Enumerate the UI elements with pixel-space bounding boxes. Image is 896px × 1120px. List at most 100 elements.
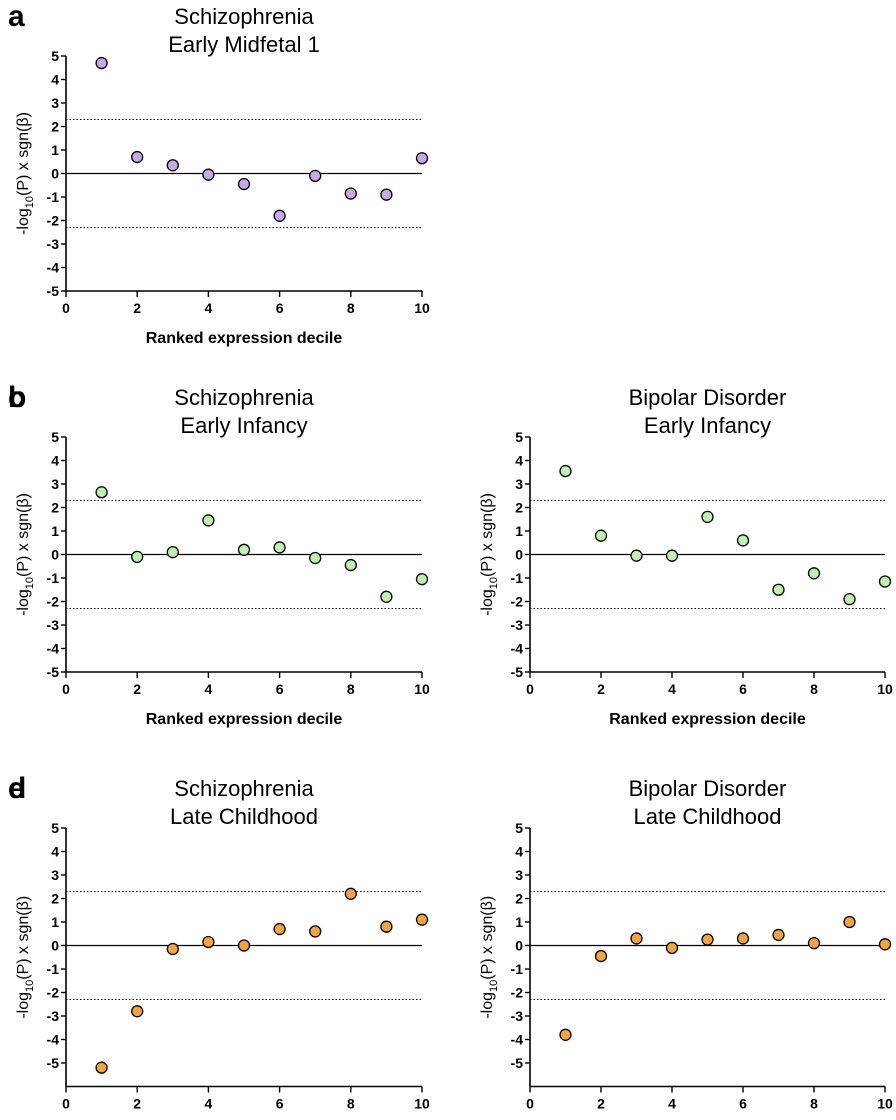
data-point xyxy=(701,933,714,946)
y-tick-label: -3 xyxy=(511,1008,524,1024)
data-point xyxy=(878,575,892,588)
y-tick-label: -3 xyxy=(47,617,60,633)
y-tick-label: 1 xyxy=(51,914,59,930)
y-axis-label: -log10(P) x sgn(β) xyxy=(479,896,500,1019)
x-tick-label: 10 xyxy=(414,1096,430,1112)
panel-letter: d xyxy=(8,772,26,805)
panel-letter: c xyxy=(8,381,25,414)
y-tick-label: 2 xyxy=(51,119,59,135)
data-point xyxy=(630,549,643,562)
data-point xyxy=(344,187,357,200)
x-tick-label: 10 xyxy=(877,681,893,697)
chart-title-line: Schizophrenia xyxy=(174,776,314,801)
panel-letter: a xyxy=(8,0,25,33)
chart-title-line: Late Childhood xyxy=(633,804,781,829)
data-point xyxy=(344,558,357,572)
x-tick-label: 8 xyxy=(347,681,355,697)
data-point xyxy=(843,915,856,929)
data-point xyxy=(380,188,393,201)
y-axis-label: -log10(P) x sgn(β) xyxy=(15,493,36,616)
chart-title-line: Early Midfetal 1 xyxy=(168,32,320,57)
x-tick-label: 6 xyxy=(276,300,284,316)
data-point xyxy=(95,1061,108,1074)
data-point xyxy=(309,169,322,183)
y-tick-label: -4 xyxy=(47,641,60,657)
data-point xyxy=(415,152,429,165)
data-point xyxy=(166,159,179,172)
data-point xyxy=(701,510,714,524)
y-tick-label: -5 xyxy=(511,664,524,680)
data-point xyxy=(630,932,643,945)
x-tick-label: 6 xyxy=(739,681,747,697)
y-tick-label: -1 xyxy=(511,570,524,586)
data-point xyxy=(131,550,144,563)
y-tick-label: 4 xyxy=(51,72,59,88)
x-tick-label: 10 xyxy=(414,681,430,697)
y-tick-label: 3 xyxy=(51,867,59,883)
data-point xyxy=(95,56,108,70)
x-tick-label: 2 xyxy=(133,681,141,697)
data-point xyxy=(237,177,251,191)
data-point xyxy=(309,925,322,938)
x-axis-label: Ranked expression decile xyxy=(146,711,343,728)
y-tick-label: 5 xyxy=(51,429,59,445)
panel-letter: b xyxy=(8,381,26,414)
data-point xyxy=(131,150,144,164)
y-tick-label: -1 xyxy=(47,961,60,977)
data-point xyxy=(380,920,393,933)
data-point xyxy=(594,949,608,963)
data-point xyxy=(273,209,286,222)
x-tick-label: 0 xyxy=(62,681,70,697)
x-tick-label: 4 xyxy=(205,1096,213,1112)
x-axis-label: Ranked expression decile xyxy=(609,711,806,728)
data-point xyxy=(202,168,215,181)
y-tick-label: -2 xyxy=(47,985,60,1001)
y-tick-label: -4 xyxy=(511,1032,524,1048)
data-point xyxy=(309,551,322,565)
data-point xyxy=(380,590,393,603)
y-tick-label: 4 xyxy=(51,453,59,469)
data-point xyxy=(736,932,750,945)
y-tick-label: 4 xyxy=(51,844,59,860)
x-tick-label: 4 xyxy=(668,1096,676,1112)
y-tick-label: -5 xyxy=(511,1055,524,1071)
y-tick-label: -2 xyxy=(511,985,524,1001)
y-tick-label: -1 xyxy=(47,189,60,205)
y-tick-label: 1 xyxy=(515,914,523,930)
y-tick-label: -4 xyxy=(47,1032,60,1048)
y-tick-label: 5 xyxy=(51,820,59,836)
x-tick-label: 4 xyxy=(205,681,213,697)
data-point xyxy=(807,567,821,580)
y-tick-label: -2 xyxy=(511,594,524,610)
x-tick-label: 0 xyxy=(62,1096,70,1112)
y-tick-label: 4 xyxy=(515,844,523,860)
y-axis-label: -log10(P) x sgn(β) xyxy=(15,112,36,235)
data-point xyxy=(166,546,179,559)
panel-letter: e xyxy=(8,772,25,805)
y-tick-label: 3 xyxy=(515,476,523,492)
x-axis-label: Ranked expression decile xyxy=(146,330,343,347)
y-tick-label: -2 xyxy=(47,213,60,229)
data-point xyxy=(665,549,679,562)
y-tick-label: 4 xyxy=(515,453,523,469)
y-tick-label: -4 xyxy=(47,260,60,276)
data-point xyxy=(772,928,785,942)
y-tick-label: 0 xyxy=(515,938,523,954)
y-axis-label: -log10(P) x sgn(β) xyxy=(15,896,36,1019)
x-tick-label: 2 xyxy=(597,681,605,697)
y-tick-label: -3 xyxy=(511,617,524,633)
x-tick-label: 8 xyxy=(810,681,818,697)
chart-title-line: Bipolar Disorder xyxy=(629,776,787,801)
data-point xyxy=(807,937,821,950)
y-tick-label: 3 xyxy=(51,476,59,492)
x-tick-label: 4 xyxy=(668,681,676,697)
y-tick-label: 5 xyxy=(51,48,59,64)
y-tick-label: -1 xyxy=(511,961,524,977)
x-tick-label: 0 xyxy=(62,300,70,316)
data-point xyxy=(131,1005,144,1018)
data-point xyxy=(202,935,215,949)
data-point xyxy=(772,583,785,596)
